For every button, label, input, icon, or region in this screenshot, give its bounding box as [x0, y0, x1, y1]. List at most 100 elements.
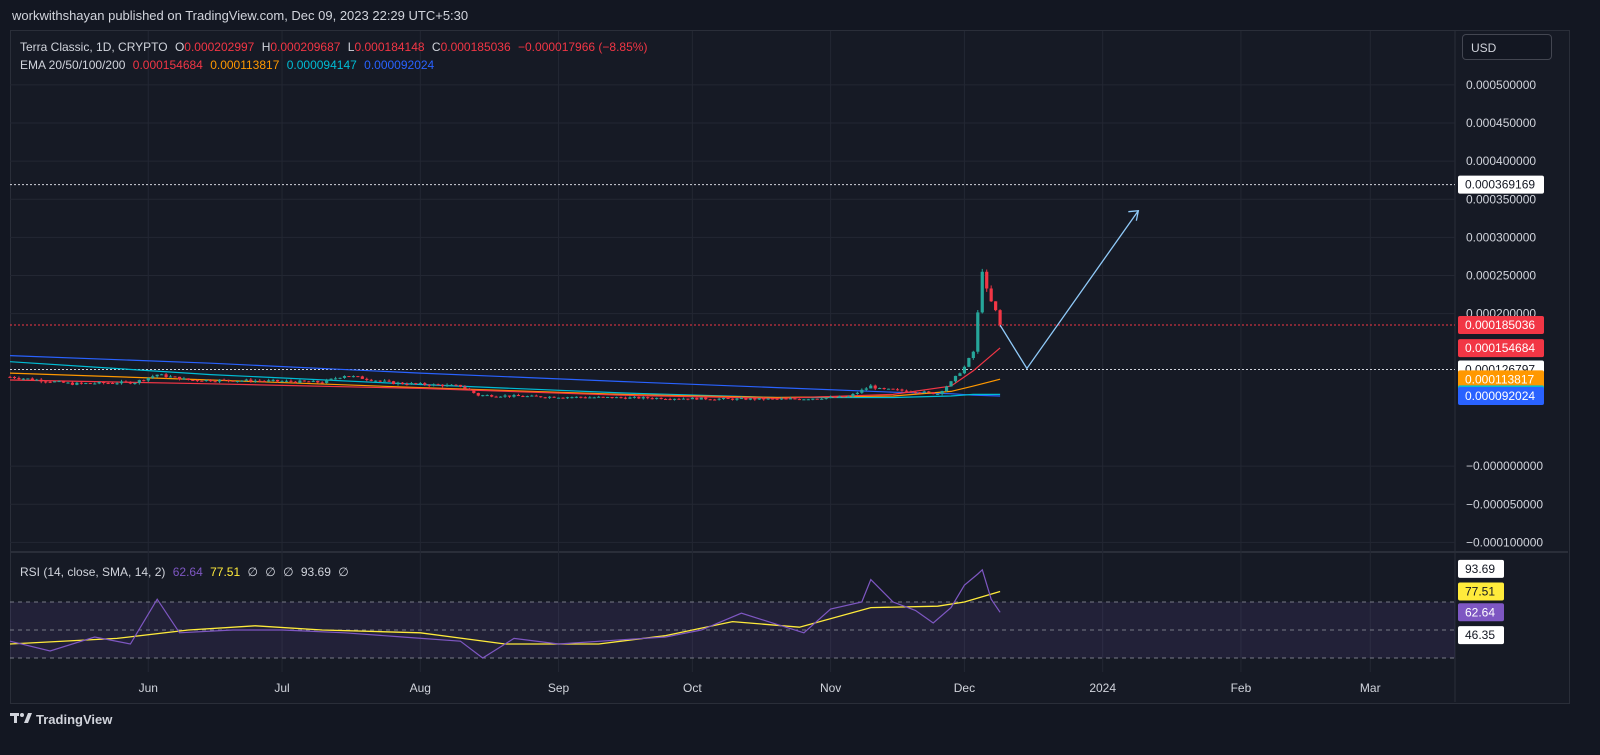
candle-body — [967, 358, 971, 367]
candle-body — [623, 397, 628, 399]
ema-label[interactable]: EMA 20/50/100/200 — [20, 58, 126, 72]
candle-body — [521, 396, 525, 398]
candle-body — [30, 378, 34, 381]
candle-body — [811, 398, 815, 400]
candle-body — [347, 376, 351, 378]
candle-body — [735, 398, 739, 400]
candle-body — [275, 379, 280, 382]
candle-body — [142, 380, 146, 382]
rsi-axis-label: 93.69 — [1465, 562, 1495, 576]
candle-body — [588, 397, 592, 399]
ema100-line — [9, 361, 1001, 399]
candle-body — [953, 375, 958, 382]
candle-body — [79, 382, 83, 384]
rsi-empty-1: ∅ — [247, 565, 258, 579]
price-axis-label-box — [1458, 370, 1544, 389]
candle-body — [659, 397, 663, 399]
candle-body — [333, 378, 338, 380]
candle-body — [579, 396, 583, 398]
candle-body — [940, 391, 944, 394]
candle-body — [102, 381, 106, 384]
low-value: 0.000184148 — [354, 40, 425, 54]
candle-body — [690, 397, 694, 400]
candle-body — [21, 378, 25, 380]
candle-body — [472, 390, 476, 394]
candle-body — [351, 376, 356, 378]
candle-body — [739, 398, 744, 400]
candle-body — [918, 392, 922, 394]
candle-body — [449, 384, 454, 386]
candle-body — [441, 384, 445, 387]
rsi-axis-label-box — [1458, 626, 1504, 645]
candle-body — [8, 376, 12, 378]
candle-body — [900, 389, 904, 391]
candle-body — [944, 386, 949, 392]
candle-body — [650, 398, 654, 400]
x-tick-label: Dec — [954, 681, 975, 695]
candle-body — [788, 398, 793, 400]
candle-body — [387, 380, 391, 382]
candle-body — [356, 376, 360, 378]
candle-body — [311, 380, 315, 382]
candle-body — [204, 379, 208, 382]
candle-body — [512, 395, 516, 397]
candle-body — [494, 396, 498, 398]
candle-body — [762, 398, 766, 400]
candle-body — [664, 398, 668, 400]
candle-body — [240, 380, 244, 382]
candle-body — [779, 398, 784, 400]
candle-body — [414, 383, 418, 385]
candle-body — [66, 382, 70, 384]
candle-body — [628, 397, 632, 399]
candle-body — [383, 380, 387, 382]
candle-body — [726, 398, 730, 400]
rsi-axis-label: 62.64 — [1465, 605, 1495, 619]
candle-body — [271, 379, 275, 381]
candle-body — [110, 383, 115, 385]
candle-body — [298, 380, 302, 383]
candle-body — [360, 376, 364, 379]
rsi-label[interactable]: RSI (14, close, SMA, 14, 2) — [20, 565, 166, 579]
chart-frame[interactable] — [10, 30, 1570, 704]
candle-body — [525, 396, 529, 398]
candle-body — [766, 398, 770, 400]
y-tick-label: −0.000100000 — [1466, 535, 1543, 549]
candle-body — [26, 378, 30, 380]
price-axis-label-box — [1458, 175, 1544, 194]
candle-body — [164, 374, 168, 378]
candle-body — [708, 399, 712, 401]
rsi-axis-label-box — [1458, 559, 1504, 578]
candle-body — [882, 387, 886, 389]
y-tick-label: 0.000450000 — [1466, 116, 1536, 130]
price-axis-label-box — [1458, 316, 1544, 335]
candle-body — [436, 384, 440, 386]
symbol-name[interactable]: Terra Classic, 1D, CRYPTO — [20, 40, 168, 54]
candle-body — [574, 396, 579, 398]
candle-body — [837, 396, 842, 398]
ema200-value: 0.000092024 — [364, 58, 435, 72]
candle-body — [481, 395, 485, 397]
candle-body — [771, 398, 775, 400]
candle-body — [878, 387, 882, 389]
candle-body — [971, 351, 975, 359]
candle-body — [873, 385, 877, 389]
close-label: C — [431, 40, 441, 54]
candle-body — [610, 396, 614, 398]
candle-body — [583, 397, 587, 399]
candle-body — [655, 397, 659, 399]
candle-body — [151, 376, 155, 378]
candle-body — [614, 397, 619, 399]
tradingview-footer[interactable]: TradingView — [10, 712, 112, 727]
candle-body — [686, 398, 690, 400]
candle-body — [186, 378, 190, 380]
candle-body — [730, 398, 735, 400]
candle-body — [391, 381, 396, 385]
tradingview-logo-text: TradingView — [36, 712, 113, 727]
currency-selector[interactable]: USD — [1462, 34, 1552, 60]
price-axis-label: 0.000092024 — [1465, 389, 1535, 403]
candle-body — [998, 310, 1002, 325]
candle-body — [833, 396, 837, 398]
x-tick-label: Jul — [274, 681, 289, 695]
candle-body — [88, 383, 92, 385]
